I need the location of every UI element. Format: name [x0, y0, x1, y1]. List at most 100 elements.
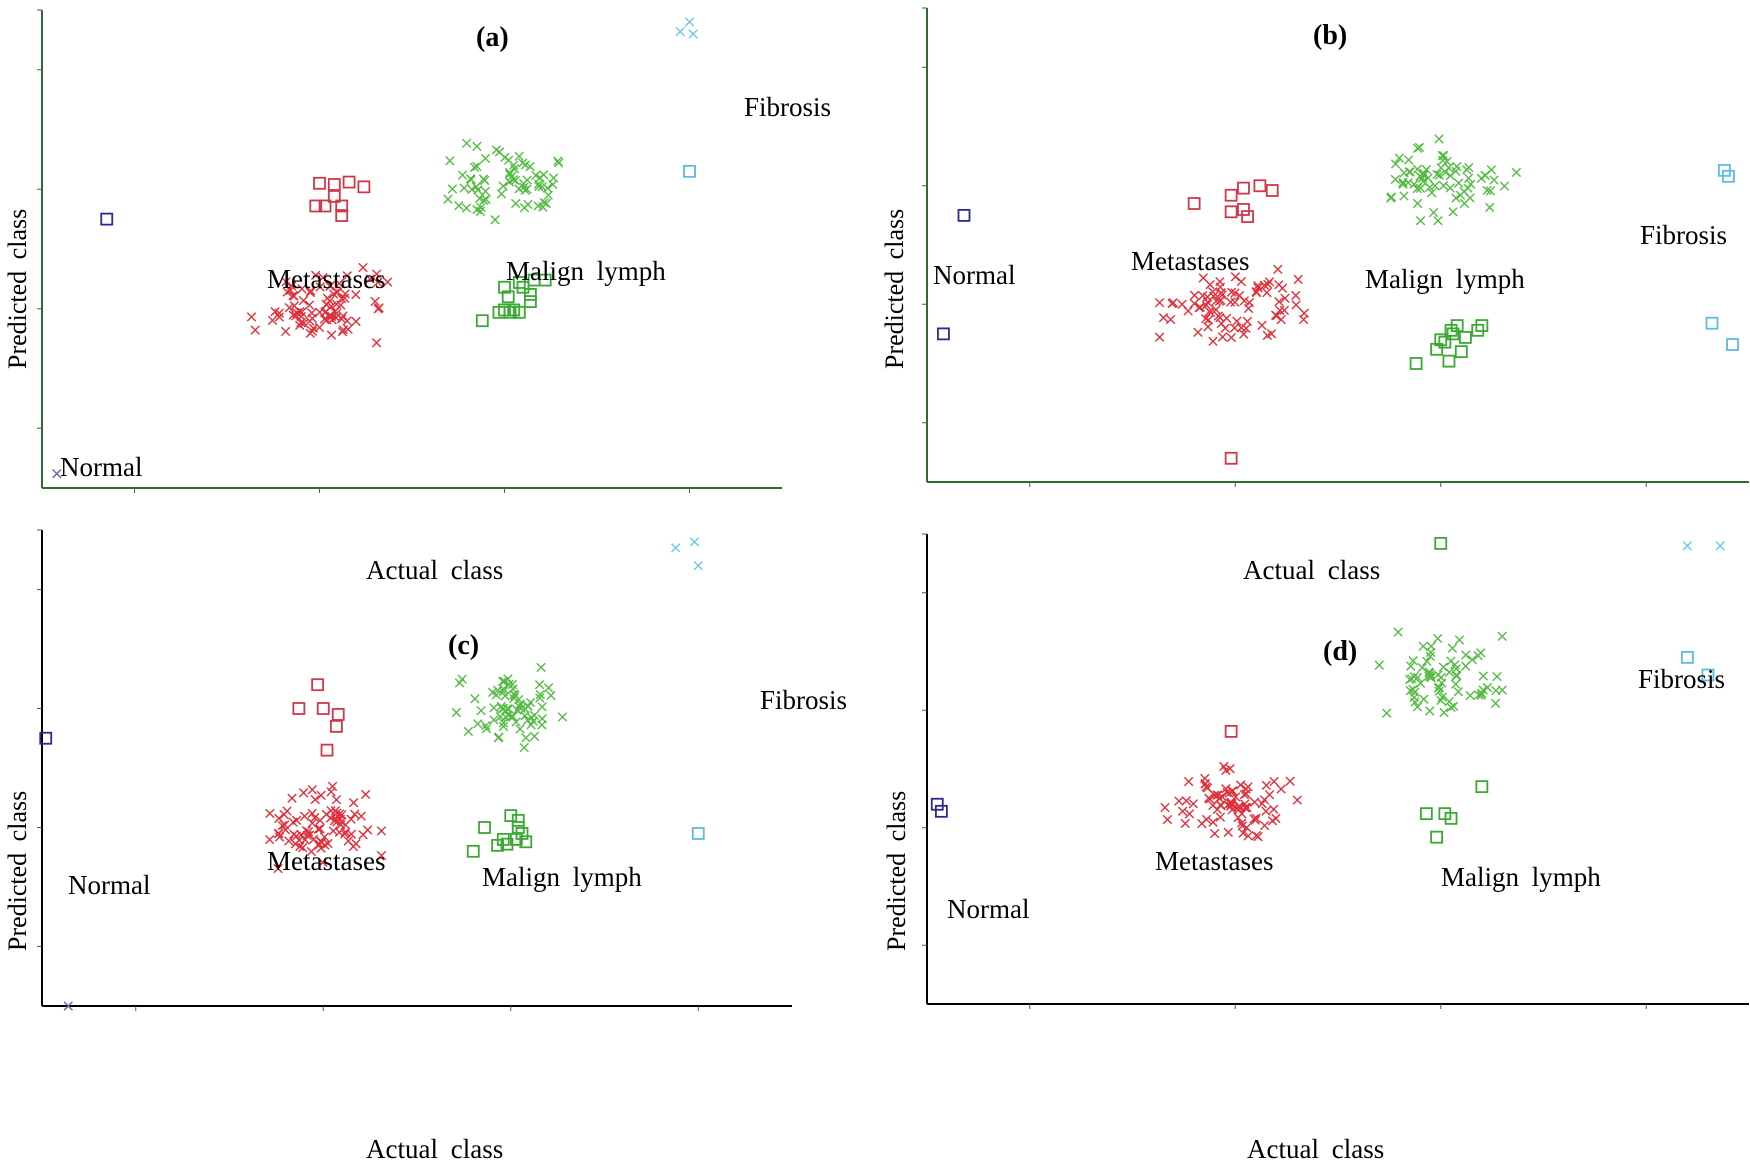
point-x-metastases: [1259, 280, 1270, 290]
point-x-metastases: [274, 312, 284, 322]
point-x-normal: [63, 1001, 73, 1011]
point-x-malign-lymph: [1405, 167, 1415, 177]
point-x-malign-lymph: [1409, 692, 1419, 703]
point-x-malign-lymph: [1486, 165, 1497, 175]
point-square-malign-lymph: [1444, 811, 1458, 825]
point-x-malign-lymph: [1489, 175, 1499, 185]
point-x-metastases: [274, 832, 285, 842]
point-x-malign-lymph: [519, 203, 530, 213]
point-x-metastases: [1299, 308, 1309, 318]
point-x-metastases: [316, 790, 326, 801]
point-x-metastases: [1251, 813, 1261, 823]
point-square-metastases: [327, 190, 341, 203]
point-x-metastases: [274, 813, 284, 824]
point-x-metastases: [1291, 290, 1301, 301]
point-x-malign-lymph: [445, 156, 455, 166]
point-x-metastases: [1165, 314, 1176, 325]
point-x-malign-lymph: [541, 198, 551, 209]
point-x-malign-lymph: [1425, 182, 1435, 193]
point-x-metastases: [288, 310, 298, 320]
point-x-metastases: [1262, 330, 1273, 341]
point-x-metastases: [1276, 314, 1286, 325]
point-x-malign-lymph: [1406, 673, 1417, 684]
point-x-malign-lymph: [523, 701, 533, 711]
point-x-metastases: [315, 282, 325, 292]
point-square-malign-lymph: [516, 280, 530, 294]
point-x-malign-lymph: [1390, 174, 1401, 185]
point-x-metastases: [351, 289, 361, 300]
point-x-malign-lymph: [1453, 178, 1464, 188]
point-x-malign-lymph: [451, 707, 462, 718]
point-x-metastases: [298, 842, 308, 853]
class-label-normal-a: Normal: [60, 452, 143, 482]
point-x-malign-lymph: [510, 690, 520, 701]
point-x-metastases: [326, 787, 336, 797]
point-x-malign-lymph: [470, 694, 480, 704]
point-x-metastases: [331, 794, 342, 805]
class-label-normal-c: Normal: [68, 870, 151, 900]
point-x-malign-lymph: [518, 158, 528, 168]
point-x-metastases: [1212, 790, 1222, 800]
point-x-malign-lymph: [1436, 672, 1446, 683]
point-x-malign-lymph: [1418, 170, 1429, 180]
point-x-malign-lymph: [543, 190, 553, 200]
point-x-metastases: [1269, 804, 1279, 815]
point-x-metastases: [1158, 312, 1169, 323]
point-x-metastases: [305, 287, 316, 298]
point-x-metastases: [1208, 336, 1218, 347]
point-x-malign-lymph: [1439, 707, 1449, 718]
point-x-metastases: [348, 797, 359, 808]
class-label-malign-lymph-d: Malign lymph: [1441, 862, 1601, 892]
point-square-malign-lymph: [519, 835, 533, 849]
point-x-metastases: [284, 302, 295, 313]
point-x-malign-lymph: [1374, 660, 1384, 670]
point-x-malign-lymph: [1450, 660, 1460, 670]
point-square-metastases: [1224, 188, 1238, 202]
point-x-malign-lymph: [1440, 167, 1451, 177]
point-x-metastases: [1181, 796, 1191, 806]
point-x-metastases: [1236, 818, 1247, 828]
point-x-malign-lymph: [489, 703, 499, 713]
point-square-metastases: [335, 199, 349, 213]
point-x-metastases: [1226, 287, 1237, 297]
scatter-plot-a: [37, 9, 782, 493]
point-x-metastases: [313, 824, 323, 834]
point-x-metastases: [371, 269, 382, 279]
point-x-metastases: [1292, 795, 1303, 805]
point-x-malign-lymph: [480, 186, 491, 197]
point-x-malign-lymph: [1433, 216, 1443, 226]
point-x-metastases: [1232, 316, 1242, 326]
panel-b: (b) Actual class Predicted class Normal …: [875, 0, 1750, 585]
point-x-malign-lymph: [1450, 679, 1461, 689]
point-x-malign-lymph: [1492, 671, 1502, 682]
point-x-metastases: [297, 284, 307, 294]
point-x-malign-lymph: [1476, 648, 1486, 658]
point-x-metastases: [1194, 303, 1204, 313]
point-x-fibrosis: [689, 537, 700, 547]
point-square-metastases: [320, 743, 334, 757]
point-x-malign-lymph: [1398, 179, 1408, 190]
point-x-metastases: [1233, 812, 1243, 823]
point-x-metastases: [1274, 297, 1284, 307]
point-x-metastases: [1291, 300, 1301, 310]
x-axis-label-b: Actual class: [1243, 555, 1381, 585]
point-x-malign-lymph: [1461, 650, 1471, 660]
point-square-normal: [934, 804, 948, 818]
point-x-metastases: [320, 307, 330, 318]
panel-title-b: (b): [1313, 20, 1348, 51]
point-x-malign-lymph: [467, 184, 477, 195]
point-square-metastases: [329, 719, 343, 733]
point-x-metastases: [365, 274, 375, 284]
point-x-malign-lymph: [515, 699, 526, 709]
point-square-metastases: [1224, 205, 1238, 219]
point-x-metastases: [291, 815, 302, 826]
point-x-metastases: [358, 830, 368, 840]
point-x-metastases: [1202, 297, 1213, 307]
point-x-metastases: [1215, 812, 1226, 822]
point-square-metastases: [313, 176, 326, 190]
point-x-malign-lymph: [481, 721, 491, 731]
point-x-metastases: [1230, 272, 1241, 282]
point-x-malign-lymph: [1485, 186, 1496, 196]
point-square-malign-lymph: [1434, 537, 1448, 550]
point-square-malign-lymph: [1442, 354, 1456, 368]
